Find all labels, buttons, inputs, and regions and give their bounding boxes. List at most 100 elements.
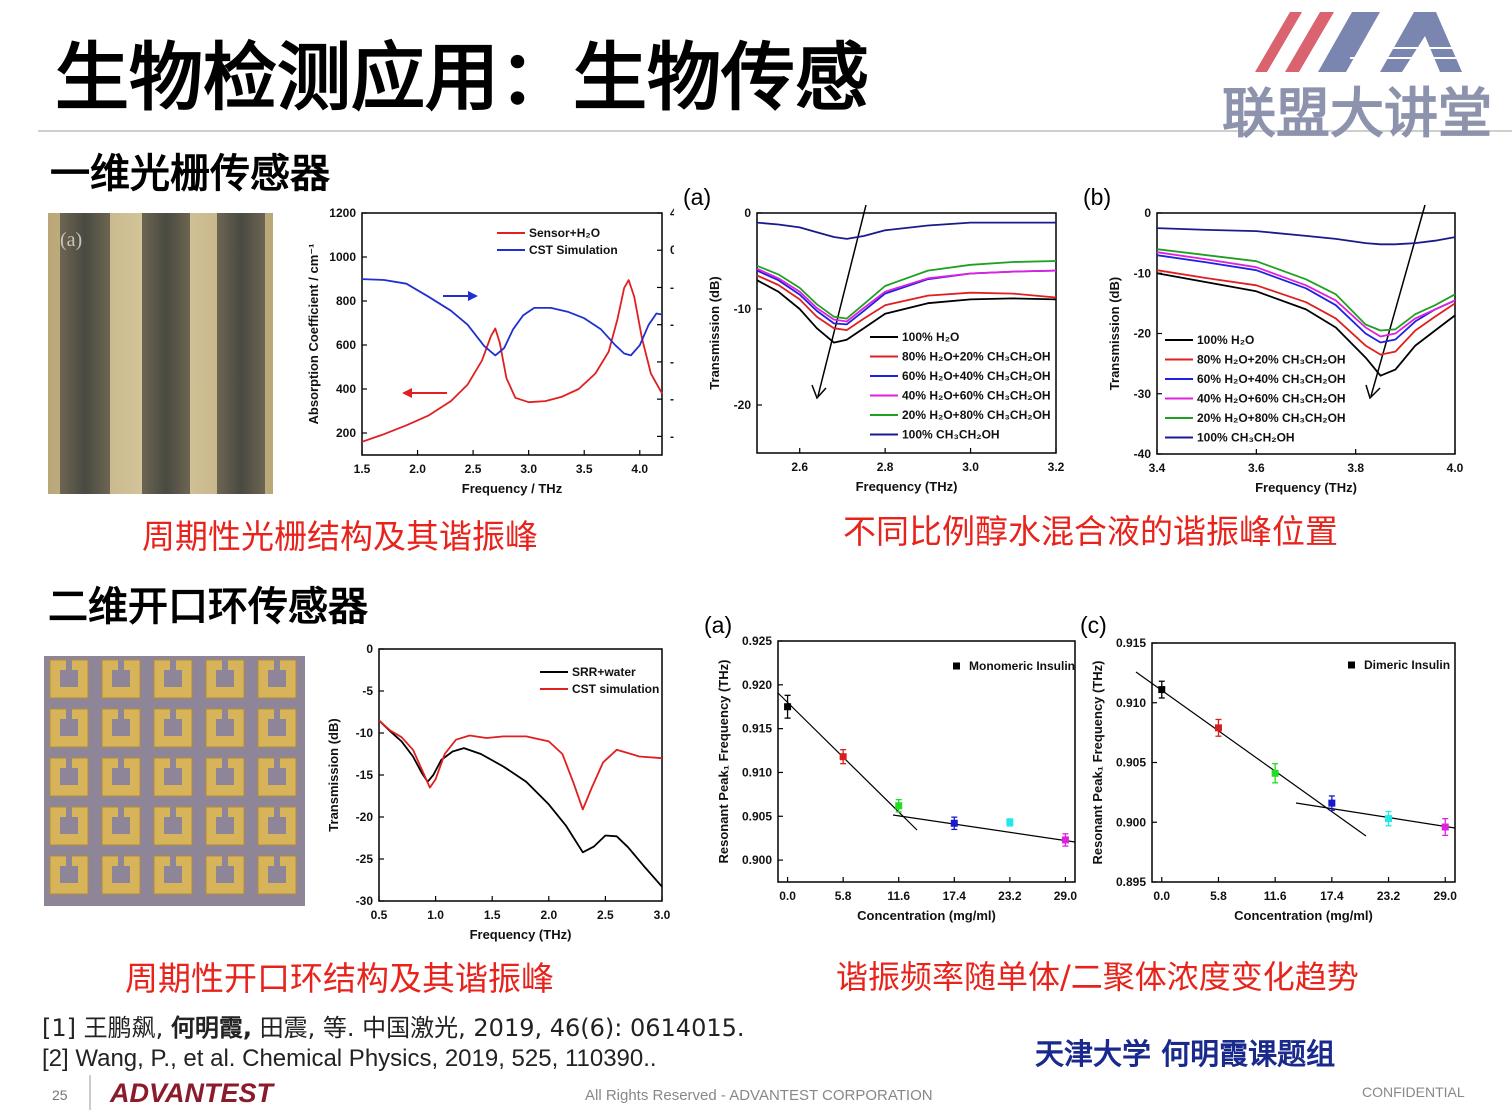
srr-hole: [268, 768, 286, 785]
legend-label: CST Simulation: [529, 243, 618, 257]
point: [1061, 836, 1069, 844]
logo-stripe: [1285, 12, 1334, 72]
x-tick-label: 0.0: [1153, 889, 1170, 903]
point: [1385, 815, 1393, 823]
srr-gap: [170, 758, 176, 769]
reference: [2] Wang, P., et al. Chemical Physics, 2…: [42, 1045, 657, 1072]
section-title: 一维光栅传感器: [50, 151, 331, 197]
legend-label: Dimeric Insulin: [1364, 658, 1450, 672]
legend-label: 60% H₂O+40% CH₃CH₂OH: [902, 369, 1051, 383]
x-tick-label: 0.5: [371, 908, 388, 922]
srr-gap: [170, 856, 176, 867]
legend-label: 100% CH₃CH₂OH: [902, 428, 1000, 442]
logo-stripe: [1255, 12, 1302, 72]
x-tick-label: 3.2: [1048, 460, 1065, 474]
srr-hole: [268, 866, 286, 883]
x-tick-label: 3.6: [1248, 461, 1265, 475]
fit-line: [1135, 671, 1367, 837]
x-tick-label: 5.8: [835, 889, 852, 903]
y-tick-label: -20: [734, 398, 752, 412]
y-tick-label: -20: [356, 810, 374, 824]
point: [839, 753, 847, 761]
series-line: [378, 719, 663, 811]
plot-frame: [756, 212, 1057, 454]
fit-line: [777, 692, 918, 831]
grating-photo: (a): [48, 213, 273, 494]
x-tick-label: 2.5: [597, 908, 614, 922]
caption: 不同比例醇水混合液的谐振峰位置: [843, 512, 1338, 551]
srr-hole: [112, 768, 130, 785]
y-tick-label: 0: [1144, 206, 1151, 220]
srr-gap: [118, 758, 124, 769]
srr-gap: [274, 660, 280, 671]
srr-gap: [274, 807, 280, 818]
series-line: [361, 279, 663, 443]
error-bar: [895, 798, 903, 813]
y-tick-label: 600: [336, 338, 356, 352]
y-tick-label: -20: [1134, 327, 1152, 341]
annotations: [402, 204, 1456, 843]
y-tick-label: 0.905: [742, 809, 772, 823]
arrowhead: [402, 388, 412, 398]
legend-label: 80% H₂O+20% CH₃CH₂OH: [902, 350, 1051, 364]
error-bar: [1441, 818, 1449, 837]
y2-tick-label: -8: [670, 318, 681, 332]
reference: [1] 王鹏飙, 何明霞, 田震, 等. 中国激光, 2019, 46(6): …: [42, 1014, 745, 1042]
srr-hole: [216, 866, 234, 883]
x-axis-label: Concentration (mg/ml): [857, 908, 996, 923]
photo-stripe: [142, 213, 190, 494]
point: [895, 802, 903, 810]
x-tick-label: 29.0: [1054, 889, 1078, 903]
srr-hole: [112, 817, 130, 834]
x-tick-label: 3.0: [654, 908, 671, 922]
series-line: [378, 719, 663, 888]
x-tick-label: 17.4: [943, 889, 967, 903]
photo-stripe: [60, 213, 110, 494]
point: [784, 703, 792, 711]
plot-frame: [361, 212, 663, 456]
y-tick-label: 0.900: [1116, 815, 1146, 829]
point: [1158, 686, 1166, 694]
point: [1441, 823, 1449, 831]
y2-tick-label: -16: [670, 392, 688, 406]
y-tick-label: -40: [1134, 447, 1152, 461]
srr-hole: [112, 670, 130, 687]
x-tick-label: 4.0: [631, 462, 648, 476]
error-bar: [784, 694, 792, 719]
point: [1214, 724, 1222, 732]
series-line: [1156, 248, 1456, 332]
series-line: [756, 221, 1056, 240]
confidential: CONFIDENTIAL: [1362, 1084, 1465, 1100]
legend-label: 100% H₂O: [902, 330, 959, 344]
error-bar: [1271, 763, 1279, 784]
y-axis-label: Transmission (dB): [1107, 277, 1122, 390]
y-tick-label: 1200: [329, 206, 356, 220]
srr-gap: [66, 758, 72, 769]
srr-gap: [170, 660, 176, 671]
y-tick-label: 400: [336, 382, 356, 396]
srr-hole: [164, 817, 182, 834]
error-bar: [839, 749, 847, 765]
legend-marker: [953, 662, 960, 670]
srr-hole: [60, 670, 78, 687]
y-tick-label: -10: [1134, 266, 1152, 280]
series-line: [756, 260, 1057, 320]
legend-label: Monomeric Insulin: [969, 659, 1075, 673]
y-tick-label: 0.910: [1116, 696, 1146, 710]
x-tick-label: 17.4: [1320, 889, 1344, 903]
arrowhead: [1365, 384, 1381, 400]
srr-hole: [268, 817, 286, 834]
srr-hole: [164, 768, 182, 785]
arrow: [1370, 204, 1426, 397]
x-tick-label: 3.4: [1149, 461, 1166, 475]
series-line: [756, 274, 1057, 331]
error-bar: [1158, 680, 1166, 699]
y-tick-label: 0.895: [1116, 875, 1146, 889]
legend-marker: [1348, 661, 1355, 669]
plot-frame: [1151, 642, 1456, 883]
srr-hole: [216, 768, 234, 785]
series-line: [1156, 269, 1456, 356]
plot-frame: [777, 640, 1076, 883]
y2-tick-label: -20: [670, 429, 688, 443]
